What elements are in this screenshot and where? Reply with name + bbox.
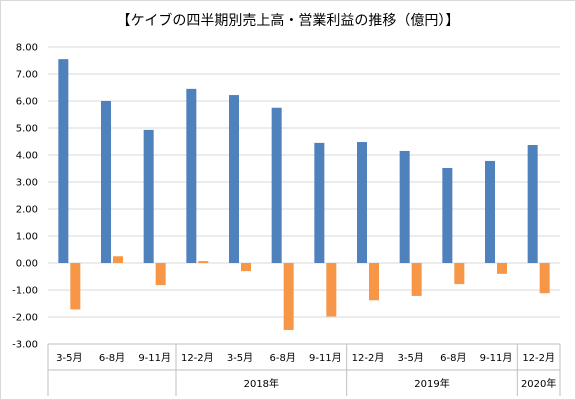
bar-sales xyxy=(485,160,495,263)
bar-sales xyxy=(58,59,69,264)
bar-profit xyxy=(454,263,465,285)
bar-sales xyxy=(229,95,239,263)
x-tick-label: 6-8月 xyxy=(269,352,295,364)
y-tick-label: 0.00 xyxy=(16,259,38,270)
x-tick-label: 9-11月 xyxy=(309,352,342,364)
y-tick-label: -2.00 xyxy=(12,313,38,324)
bar-profit xyxy=(241,263,251,272)
x-tick-label: 3-5月 xyxy=(56,352,82,364)
bar-sales xyxy=(442,167,453,263)
x-tick-label: 12-2月 xyxy=(181,352,214,364)
x-tick-label: 6-8月 xyxy=(440,352,466,364)
bar-sales xyxy=(101,101,111,263)
chart-title: 【ケイブの四半期別売上高・営業利益の推移（億円）】 xyxy=(116,13,460,29)
bar-sales xyxy=(399,150,410,263)
x-tick-label: 3-5月 xyxy=(227,352,253,364)
x-tick-label: 12-2月 xyxy=(522,352,555,364)
y-tick-label: 5.00 xyxy=(16,124,38,135)
bar-sales xyxy=(271,107,282,263)
bar-profit xyxy=(283,263,294,330)
x-tick-label: 6-8月 xyxy=(99,352,125,364)
bar-profit xyxy=(539,263,550,294)
x-tick-label: 9-11月 xyxy=(480,352,513,364)
bar-sales xyxy=(527,145,538,263)
x-tick-label: 3-5月 xyxy=(397,352,423,364)
year-label: 2019年 xyxy=(414,377,449,390)
x-tick-label: 9-11月 xyxy=(138,352,171,364)
year-label: 2020年 xyxy=(521,377,556,390)
bar-profit xyxy=(326,263,337,317)
y-tick-label: 3.00 xyxy=(16,178,38,189)
x-tick-label: 12-2月 xyxy=(352,352,385,364)
y-tick-label: 4.00 xyxy=(16,151,38,162)
y-tick-label: -1.00 xyxy=(12,286,38,297)
bar-profit xyxy=(155,263,166,286)
bar-profit xyxy=(198,261,209,263)
y-tick-label: 2.00 xyxy=(16,205,38,216)
bar-sales xyxy=(314,142,325,263)
year-label: 2018年 xyxy=(244,377,279,390)
y-tick-label: 1.00 xyxy=(16,232,38,243)
y-tick-label: 6.00 xyxy=(16,97,38,108)
bar-sales xyxy=(143,129,154,263)
bar-profit xyxy=(497,263,507,274)
bar-profit xyxy=(411,263,422,296)
bar-profit xyxy=(70,263,81,310)
bar-profit xyxy=(113,256,123,263)
bar-profit xyxy=(369,263,379,301)
y-tick-label: 7.00 xyxy=(16,70,38,81)
y-tick-label: -3.00 xyxy=(12,340,38,351)
bar-sales xyxy=(186,88,197,263)
y-tick-label: 8.00 xyxy=(16,43,38,54)
bar-sales xyxy=(357,142,367,263)
